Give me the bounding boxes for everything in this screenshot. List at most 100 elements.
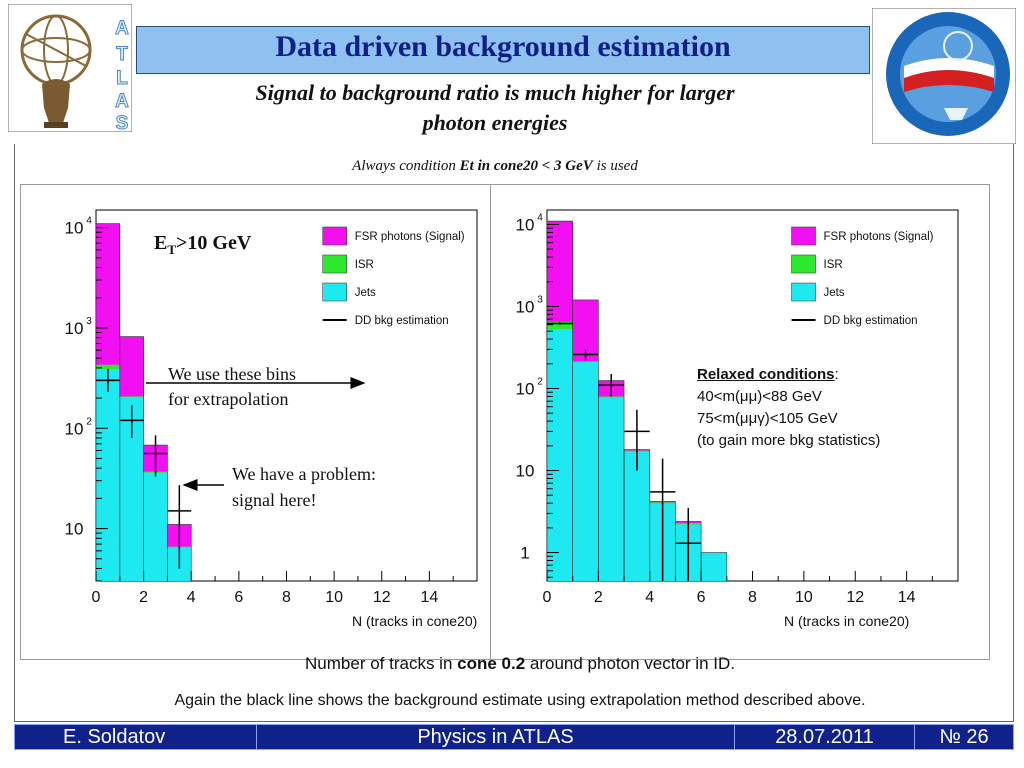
right-dd-estimate-point-3	[624, 409, 650, 471]
slide-subtitle: Signal to background ratio is much highe…	[150, 78, 840, 138]
left-bar-jets-2	[143, 472, 168, 581]
left-dd-estimate-point-3	[167, 485, 192, 569]
footer-page-number: № 26	[939, 726, 989, 748]
et-main: E	[154, 232, 168, 254]
right-legend-entry-2: Jets	[791, 282, 845, 302]
subtitle-line-1: Signal to background ratio is much highe…	[255, 80, 735, 105]
svg-text:Jets: Jets	[355, 287, 376, 299]
et-threshold-label: ET>10 GeV	[154, 232, 251, 258]
right-bar-outline-6	[700, 552, 728, 581]
svg-text:L: L	[116, 68, 128, 89]
right-y-tick-4: 1	[520, 544, 529, 563]
right-dd-estimate-point-2	[598, 374, 625, 397]
slide-footer: E. Soldatov Physics in ATLAS 28.07.2011 …	[14, 724, 1014, 750]
left-bar-jets-0	[96, 368, 120, 581]
svg-text:DD bkg estimation: DD bkg estimation	[355, 315, 449, 327]
right-x-tick-1: 2	[594, 589, 603, 606]
bins-note-line-2: for extrapolation	[168, 389, 289, 409]
relaxed-header: Relaxed conditions	[697, 366, 835, 383]
et-sub: T	[167, 242, 177, 257]
right-y-tick-1: 10	[516, 297, 535, 316]
right-legend-entry-3: DD bkg estimation	[791, 315, 918, 327]
right-bar-jets-1	[572, 362, 599, 581]
slide-title: Data driven background estimation	[275, 30, 731, 63]
condition-suffix: is used	[592, 158, 638, 174]
right-bar-jets-2	[598, 397, 625, 581]
right-bar-jets-3	[624, 451, 650, 581]
svg-text:Jets: Jets	[824, 287, 845, 299]
right-bar-jets-6	[701, 552, 727, 581]
footer-date: 28.07.2011	[735, 725, 915, 749]
caption-line-1: Number of tracks in cone 0.2 around phot…	[20, 654, 1020, 674]
x-axis-label-left: N (tracks in cone20)	[352, 613, 478, 629]
relaxed-line-1: 40<m(μμ)<88 GeV	[697, 388, 822, 405]
problem-note-line-1: We have a problem:	[232, 464, 376, 484]
left-y-tick-1: 10	[65, 319, 84, 338]
right-dd-estimate-point-0	[547, 322, 573, 325]
left-x-tick-5: 10	[325, 589, 343, 606]
left-legend-entry-3: DD bkg estimation	[322, 315, 449, 327]
svg-text:FSR photons (Signal): FSR photons (Signal)	[355, 231, 465, 243]
caption1-suffix: around photon vector in ID.	[525, 654, 735, 673]
left-bar-jets-1	[119, 396, 144, 581]
right-x-tick-3: 6	[697, 589, 706, 606]
condition-bold: Et in cone20 < 3 GeV	[459, 158, 593, 174]
right-legend-entry-1: ISR	[791, 254, 843, 274]
left-dd-estimate-point-1	[119, 405, 144, 438]
right-x-tick-0: 0	[543, 589, 552, 606]
left-y-tick-3: 10	[65, 520, 84, 539]
left-x-tick-7: 14	[420, 589, 438, 606]
left-y-tick-exp-2: 2	[86, 416, 92, 427]
relaxed-colon: :	[834, 366, 839, 383]
relaxed-line-2: 75<m(μμγ)<105 GeV	[697, 410, 838, 427]
content-frame	[14, 144, 1014, 722]
svg-text:DD bkg estimation: DD bkg estimation	[824, 315, 918, 327]
footer-author: E. Soldatov	[15, 725, 257, 749]
right-x-tick-5: 10	[795, 589, 813, 606]
atlas-logo-text: A	[115, 18, 129, 39]
left-y-tick-exp-1: 3	[86, 316, 92, 327]
right-y-tick-exp-1: 3	[537, 294, 543, 305]
left-x-tick-2: 4	[187, 589, 196, 606]
svg-text:T: T	[116, 44, 128, 65]
right-x-tick-2: 4	[645, 589, 654, 606]
right-y-tick-exp-2: 2	[537, 376, 543, 387]
left-dd-estimate-point-2	[143, 435, 168, 477]
extrapolation-bins-note: We use these bins for extrapolation	[168, 362, 296, 412]
left-legend-entry-0: FSR photons (Signal)	[322, 226, 465, 246]
atlas-logo: A T L A S	[7, 3, 133, 135]
signal-problem-note: We have a problem: signal here!	[232, 461, 376, 513]
relaxed-line-3: (to gain more bkg statistics)	[697, 432, 881, 449]
right-x-tick-6: 12	[846, 589, 864, 606]
right-y-tick-0: 10	[516, 215, 535, 234]
footer-event: Physics in ATLAS	[257, 725, 735, 749]
left-x-tick-0: 0	[92, 589, 101, 606]
left-legend-entry-1: ISR	[322, 254, 374, 274]
subtitle-line-2: photon energies	[422, 110, 568, 135]
svg-text:ISR: ISR	[355, 259, 374, 271]
right-x-tick-4: 8	[748, 589, 757, 606]
left-x-tick-3: 6	[234, 589, 243, 606]
svg-text:FSR photons (Signal): FSR photons (Signal)	[824, 231, 934, 243]
svg-text:ISR: ISR	[824, 259, 843, 271]
right-dd-estimate-point-1	[572, 349, 599, 361]
left-x-tick-1: 2	[139, 589, 148, 606]
left-legend-entry-2: Jets	[322, 282, 376, 302]
left-x-tick-6: 12	[373, 589, 391, 606]
left-x-tick-4: 8	[282, 589, 291, 606]
left-y-tick-2: 10	[65, 419, 84, 438]
bins-note-line-1: We use these bins	[168, 364, 297, 384]
condition-note: Always condition Et in cone20 < 3 GeV is…	[150, 158, 840, 175]
right-y-tick-3: 10	[516, 462, 535, 481]
left-y-tick-exp-0: 4	[86, 216, 92, 227]
right-dd-estimate-point-5	[675, 507, 702, 581]
right-y-tick-2: 10	[516, 379, 535, 398]
relaxed-conditions-note: Relaxed conditions: 40<m(μμ)<88 GeV 75<m…	[697, 364, 880, 452]
svg-text:S: S	[116, 113, 129, 132]
problem-note-line-2: signal here!	[232, 490, 317, 510]
caption1-bold: cone 0.2	[457, 654, 526, 673]
right-x-tick-7: 14	[898, 589, 916, 606]
caption-line-2: Again the black line shows the backgroun…	[174, 692, 866, 709]
